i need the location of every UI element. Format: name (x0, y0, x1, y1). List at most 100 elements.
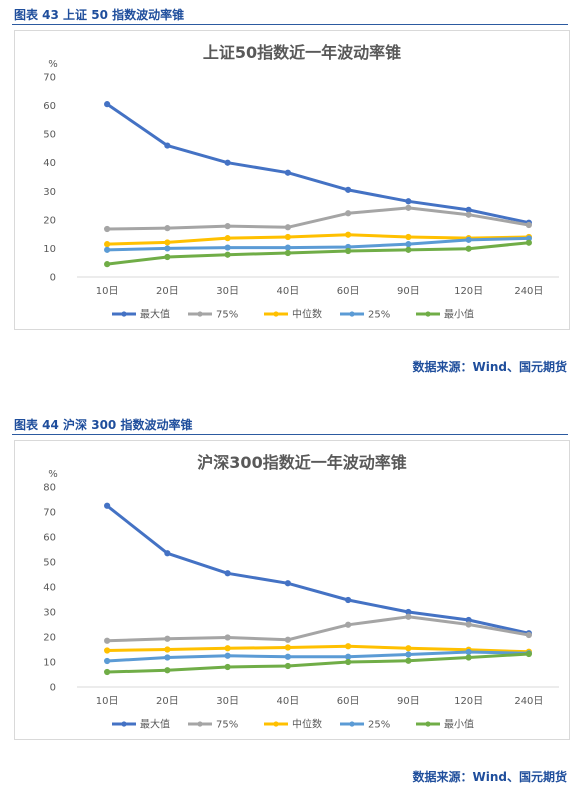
data-point (525, 221, 532, 229)
data-point (164, 239, 171, 246)
series-line (105, 504, 531, 635)
legend-marker (197, 311, 203, 317)
x-tick-label: 10日 (96, 286, 119, 297)
data-point (525, 631, 532, 639)
data-point (164, 253, 171, 261)
series-line (105, 102, 531, 225)
y-tick-label: 10 (43, 658, 56, 669)
y-tick-label: 0 (50, 683, 56, 694)
y-tick-label: 60 (43, 101, 56, 112)
y-tick-label: 80 (43, 483, 56, 494)
y-axis-unit: % (48, 59, 58, 70)
data-point (164, 635, 171, 642)
data-point (345, 210, 352, 217)
legend-label: 最小值 (444, 308, 474, 321)
data-point (525, 239, 532, 246)
x-tick-label: 30日 (216, 286, 239, 297)
x-tick-label: 30日 (216, 696, 239, 707)
data-point (284, 249, 291, 257)
data-point (224, 652, 231, 659)
x-tick-label: 40日 (277, 696, 300, 707)
data-point (164, 667, 171, 674)
data-point (405, 645, 412, 652)
y-tick-label: 70 (43, 73, 56, 84)
line-chart: 上证50指数近一年波动率锥% 0 10 20 30 40 50 60 70 10日 20日 30日 40… (43, 43, 559, 321)
y-tick-label: 60 (43, 533, 56, 544)
y-tick-label: 70 (43, 508, 56, 519)
data-point (224, 235, 231, 242)
figure-caption: 图表 44 沪深 300 指数波动率锥 (14, 418, 193, 432)
y-tick-label: 30 (43, 187, 56, 198)
data-point (224, 634, 231, 641)
x-tick-label: 20日 (156, 286, 179, 297)
data-point (104, 101, 111, 108)
legend-label: 75% (216, 310, 238, 321)
data-point (164, 654, 171, 661)
caption-divider (12, 434, 568, 435)
data-point (465, 654, 472, 661)
data-point (284, 644, 291, 651)
data-point (224, 663, 231, 671)
x-tick-label: 90日 (397, 696, 420, 707)
data-point (465, 245, 472, 252)
data-point (104, 647, 111, 654)
data-point (104, 246, 111, 253)
data-point (104, 502, 111, 509)
legend-label: 最大值 (140, 718, 170, 731)
data-point (345, 231, 352, 238)
series-line (105, 233, 531, 246)
legend-label: 25% (368, 720, 390, 731)
x-tick-label: 60日 (337, 696, 360, 707)
chart-title: 沪深300指数近一年波动率锥 (197, 453, 406, 472)
y-tick-label: 40 (43, 583, 56, 594)
x-tick-label: 60日 (337, 286, 360, 297)
legend-marker (121, 721, 127, 727)
x-tick-label: 120日 (454, 696, 483, 707)
chart-title: 上证50指数近一年波动率锥 (203, 43, 401, 62)
data-point (104, 668, 111, 676)
caption-divider (12, 24, 568, 25)
legend-label: 最大值 (140, 308, 170, 321)
series-line (105, 236, 531, 252)
data-point (345, 596, 352, 604)
legend-label: 中位数 (292, 308, 322, 321)
data-point (224, 570, 231, 577)
data-point (224, 645, 231, 652)
data-point (224, 251, 231, 258)
data-point (405, 657, 412, 664)
y-tick-label: 30 (43, 608, 56, 619)
data-point (284, 580, 291, 587)
data-point (104, 637, 111, 644)
data-point (345, 186, 352, 193)
data-point (345, 653, 352, 660)
data-point (465, 648, 472, 656)
data-point (465, 236, 472, 243)
data-point (405, 246, 412, 253)
legend-marker (197, 721, 203, 727)
x-tick-label: 90日 (397, 286, 420, 297)
legend-marker (349, 311, 355, 317)
series-line (105, 241, 531, 266)
data-point (345, 643, 352, 650)
y-axis-unit: % (48, 469, 58, 480)
data-point (224, 159, 231, 166)
data-point (465, 621, 472, 628)
data-point (405, 613, 412, 620)
data-point (405, 204, 412, 211)
figure-caption: 图表 43 上证 50 指数波动率锥 (14, 8, 185, 22)
line-chart: 沪深300指数近一年波动率锥% 0 10 20 30 40 50 60 70 80 10日 20日 30… (43, 453, 559, 731)
series-line (105, 650, 531, 663)
data-point (164, 142, 171, 149)
data-point (405, 198, 412, 205)
x-tick-label: 240日 (514, 286, 543, 297)
legend-marker (273, 311, 279, 317)
data-point (164, 225, 171, 232)
series-line (105, 206, 531, 231)
legend-label: 75% (216, 720, 238, 731)
data-point (284, 169, 291, 176)
x-tick-label: 20日 (156, 696, 179, 707)
data-point (345, 247, 352, 255)
legend-marker (121, 311, 127, 317)
series-line (105, 644, 531, 654)
y-tick-label: 50 (43, 130, 56, 141)
